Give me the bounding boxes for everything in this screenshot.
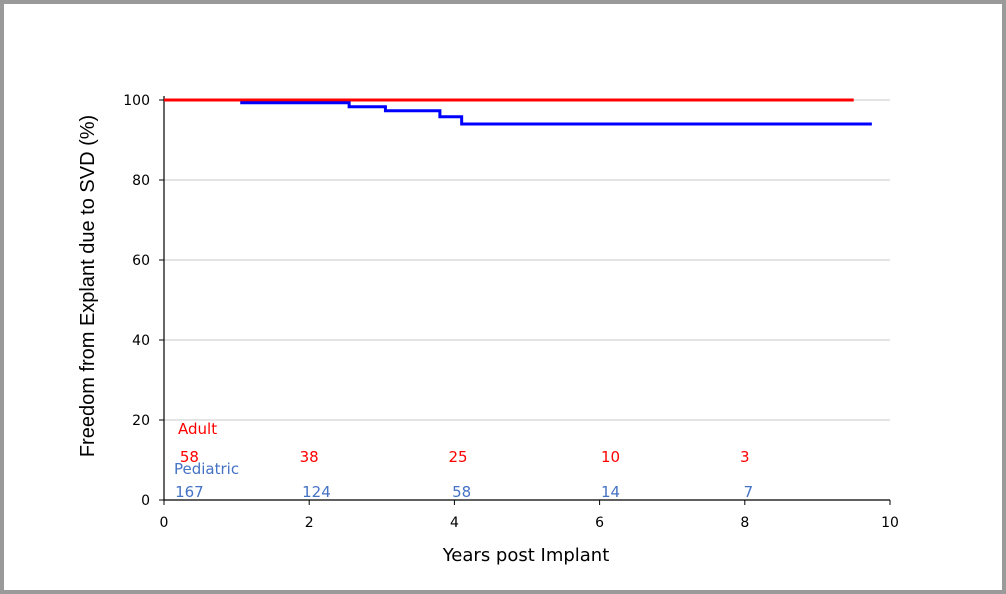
risk-count-adult-1: 38 bbox=[300, 448, 319, 466]
y-tick-label-100: 100 bbox=[123, 93, 150, 109]
x-tick-label-4: 4 bbox=[450, 515, 459, 531]
risk-count-pediatric-0: 167 bbox=[175, 483, 204, 501]
risk-group-label-adult: Adult bbox=[178, 420, 217, 438]
risk-group-label-pediatric: Pediatric bbox=[174, 460, 239, 478]
y-tick-label-80: 80 bbox=[132, 173, 150, 189]
risk-count-adult-4: 3 bbox=[740, 448, 750, 466]
survival-curves bbox=[164, 98, 872, 126]
chart-frame: 0 2 4 6 8 10 0 20 40 60 80 100 Adult Pediatric 58 3… bbox=[4, 4, 1002, 590]
risk-count-adult-3: 10 bbox=[601, 448, 620, 466]
y-tick-labels: 0 20 40 60 80 100 bbox=[123, 93, 150, 509]
x-tick-label-6: 6 bbox=[595, 515, 604, 531]
risk-table: Adult Pediatric 58 38 25 10 3 167 124 58 14 7 bbox=[174, 420, 753, 501]
y-tick-label-60: 60 bbox=[132, 253, 150, 269]
x-tick-labels: 0 2 4 6 8 10 bbox=[160, 515, 899, 531]
y-axis-title: Freedom from Explant due to SVD (%) bbox=[77, 115, 99, 457]
x-tick-label-0: 0 bbox=[160, 515, 169, 531]
x-tick-label-10: 10 bbox=[881, 515, 899, 531]
y-tick-label-20: 20 bbox=[132, 413, 150, 429]
risk-count-pediatric-3: 14 bbox=[601, 483, 620, 501]
risk-count-adult-2: 25 bbox=[448, 448, 467, 466]
risk-count-pediatric-4: 7 bbox=[744, 483, 754, 501]
x-tick-label-2: 2 bbox=[305, 515, 314, 531]
axes bbox=[159, 96, 891, 505]
risk-count-adult-0: 58 bbox=[180, 448, 199, 466]
y-tick-label-0: 0 bbox=[141, 493, 150, 509]
risk-count-pediatric-1: 124 bbox=[302, 483, 331, 501]
km-chart: 0 2 4 6 8 10 0 20 40 60 80 100 Adult Pediatric 58 3… bbox=[77, 93, 899, 566]
x-axis-title: Years post Implant bbox=[442, 545, 610, 566]
x-tick-label-8: 8 bbox=[740, 515, 749, 531]
y-tick-label-40: 40 bbox=[132, 333, 150, 349]
risk-count-pediatric-2: 58 bbox=[452, 483, 471, 501]
grid-lines bbox=[164, 99, 890, 421]
series-line-pediatric bbox=[240, 101, 872, 126]
